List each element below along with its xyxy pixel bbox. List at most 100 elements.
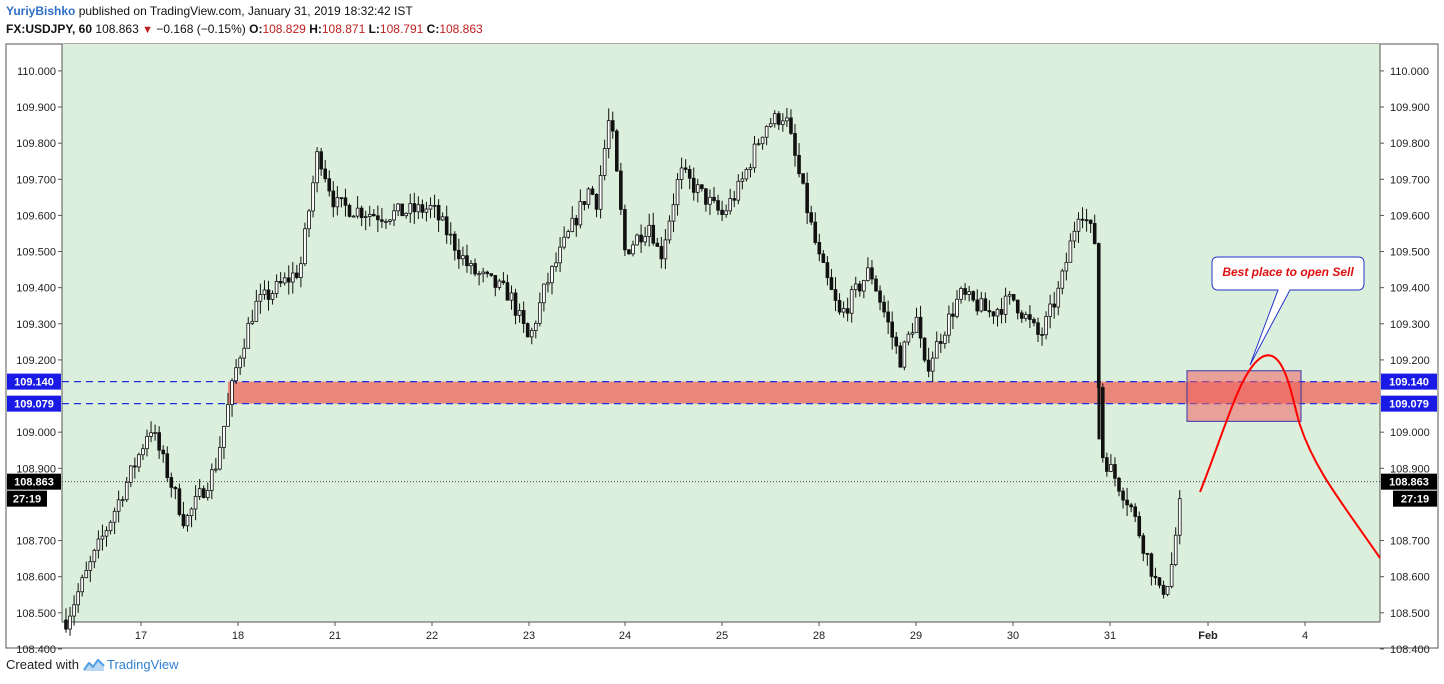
projection-curve[interactable] — [1199, 354, 1381, 559]
candle-body — [748, 167, 753, 170]
tradingview-brand[interactable]: TradingView — [106, 657, 179, 672]
candle-body — [214, 468, 218, 471]
candle-body — [1125, 499, 1129, 506]
y-tick-label-left: 109.500 — [16, 247, 56, 259]
candle-body — [448, 233, 453, 236]
candle-body — [128, 465, 133, 483]
candle-body — [817, 242, 822, 255]
candle-body — [1101, 387, 1105, 459]
candle-body — [866, 267, 870, 281]
candle-body — [951, 313, 955, 317]
plot-area[interactable] — [62, 44, 1380, 622]
left-price-scale[interactable]: 110.000 109.900 109.800 109.700 109.600 109.5… — [16, 66, 62, 656]
candle-body — [1121, 490, 1125, 501]
candle-body — [112, 510, 117, 523]
candle-body — [1117, 477, 1121, 492]
candle-body — [979, 298, 984, 312]
resistance-zone[interactable] — [228, 381, 1380, 404]
high-label: H: — [309, 22, 322, 36]
candle-body — [513, 292, 518, 316]
x-tick-label: 22 — [426, 630, 438, 642]
candle-body — [521, 310, 526, 325]
candle-body — [141, 448, 145, 456]
candle-body — [643, 236, 647, 243]
candle-body — [400, 203, 404, 217]
candle-body — [420, 204, 425, 213]
time-scale[interactable]: 17 18 21 22 23 24 25 28 29 30 31 Feb 4 — [135, 622, 1308, 642]
right-price-scale[interactable]: 110.000 109.900 109.800 109.700 109.600 109.5… — [1380, 66, 1430, 656]
last-price-badge-right-bg — [1381, 473, 1437, 490]
candle-body — [436, 204, 441, 221]
y-tick-label-left: 109.900 — [16, 102, 56, 114]
candle-body — [412, 203, 417, 213]
candle-body — [116, 499, 121, 512]
candle-body — [983, 298, 988, 311]
candle-body — [124, 481, 129, 501]
candle-body — [432, 204, 437, 207]
candle-body — [959, 288, 963, 300]
candle-body — [355, 207, 360, 217]
sell-callout[interactable]: Best place to open Sell — [1211, 256, 1365, 366]
candle-body — [396, 203, 400, 212]
candle-body — [566, 231, 570, 238]
candle-body — [1137, 516, 1142, 537]
candle-body — [999, 309, 1004, 315]
candle-body — [173, 486, 178, 490]
candle-body — [934, 341, 939, 359]
candle-body — [631, 244, 635, 255]
candle-body — [108, 521, 113, 532]
candle-body — [829, 277, 834, 290]
candle-body — [805, 182, 809, 214]
candle-body — [606, 120, 611, 149]
candle-body — [307, 210, 311, 230]
candle-body — [809, 212, 813, 223]
candle-body — [602, 148, 607, 176]
candle-body — [570, 217, 575, 232]
candle-body — [756, 143, 761, 146]
y-tick-label-left: 109.700 — [16, 174, 56, 186]
candle-body — [1177, 498, 1182, 536]
candle-body — [501, 280, 506, 284]
x-tick-label: 18 — [232, 630, 244, 642]
candle-body — [428, 205, 433, 210]
last-price-badge-left: 108.863 — [14, 477, 54, 489]
candle-body — [193, 495, 198, 510]
candle-body — [1015, 299, 1020, 314]
candle-body — [1105, 457, 1109, 472]
candle-body — [384, 221, 388, 223]
author-name[interactable]: YuriyBishko — [6, 4, 76, 18]
candle-body — [181, 514, 186, 527]
candle-body — [80, 577, 85, 593]
candle-body — [222, 425, 226, 448]
candle-body — [882, 301, 886, 313]
candle-body — [918, 316, 923, 339]
open-value: 108.829 — [262, 22, 306, 36]
candle-body — [303, 228, 307, 265]
candle-body — [590, 188, 595, 195]
candle-body — [594, 193, 599, 210]
level-badge-right: 109.140 — [1389, 377, 1429, 389]
candle-body — [1169, 564, 1174, 587]
y-tick-label-right: 109.800 — [1390, 138, 1430, 150]
candle-body — [1032, 319, 1036, 324]
candle-body — [562, 236, 566, 248]
candle-body — [837, 300, 842, 313]
y-tick-label-left: 109.600 — [16, 210, 56, 222]
y-tick-label-right: 108.600 — [1390, 572, 1430, 584]
candle-body — [246, 322, 251, 349]
candle-body — [926, 359, 931, 372]
candle-body — [687, 168, 692, 179]
candle-body — [789, 117, 793, 134]
candle-body — [189, 508, 194, 516]
candle-body — [740, 178, 745, 182]
candle-body — [185, 515, 190, 527]
level-badge-left-bg — [7, 395, 61, 412]
candle-body — [598, 175, 603, 210]
candle-body — [149, 432, 153, 437]
candle-body — [1161, 584, 1166, 595]
candle-body — [529, 330, 534, 338]
last-price-badge-right: 108.863 — [1389, 477, 1429, 489]
candle-body — [270, 293, 275, 300]
candle-body — [1129, 504, 1133, 508]
